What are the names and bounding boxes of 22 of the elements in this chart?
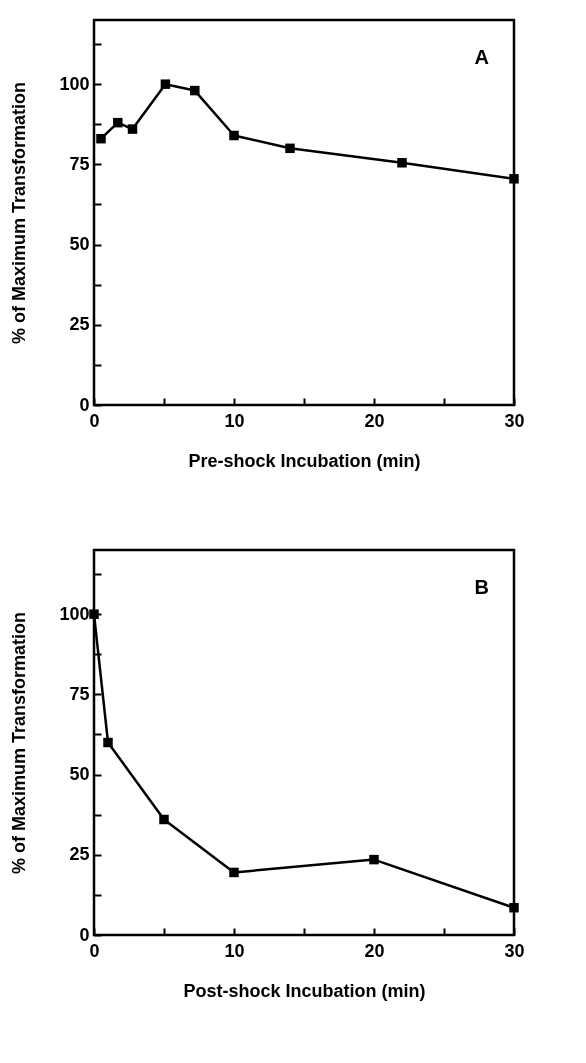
y-tick-label: 25: [69, 844, 90, 865]
y-axis-title: % of Maximum Transformation: [9, 81, 30, 345]
y-tick-label: 0: [79, 924, 90, 945]
annotation: B: [474, 576, 489, 598]
y-tick-label: 75: [69, 683, 90, 704]
x-tick-label: 10: [224, 410, 245, 431]
y-tick-label: 0: [79, 394, 90, 415]
y-axis-title: % of Maximum Transformation: [9, 611, 30, 875]
x-tick-label: 30: [504, 940, 525, 961]
y-tick-label: 25: [69, 314, 90, 335]
y-tick-label: 100: [59, 603, 90, 624]
y-tick-label: 50: [69, 234, 90, 255]
x-tick-label: 20: [364, 410, 385, 431]
x-axis-title: Pre-shock Incubation (min): [188, 450, 421, 471]
x-tick-label: 10: [224, 940, 245, 961]
x-axis-title: Post-shock Incubation (min): [183, 980, 426, 1001]
annotation: A: [474, 46, 489, 68]
x-tick-label: 30: [504, 410, 525, 431]
y-tick-label: 50: [69, 764, 90, 785]
x-tick-label: 20: [364, 940, 385, 961]
y-tick-label: 100: [59, 73, 90, 94]
y-tick-label: 75: [69, 153, 90, 174]
